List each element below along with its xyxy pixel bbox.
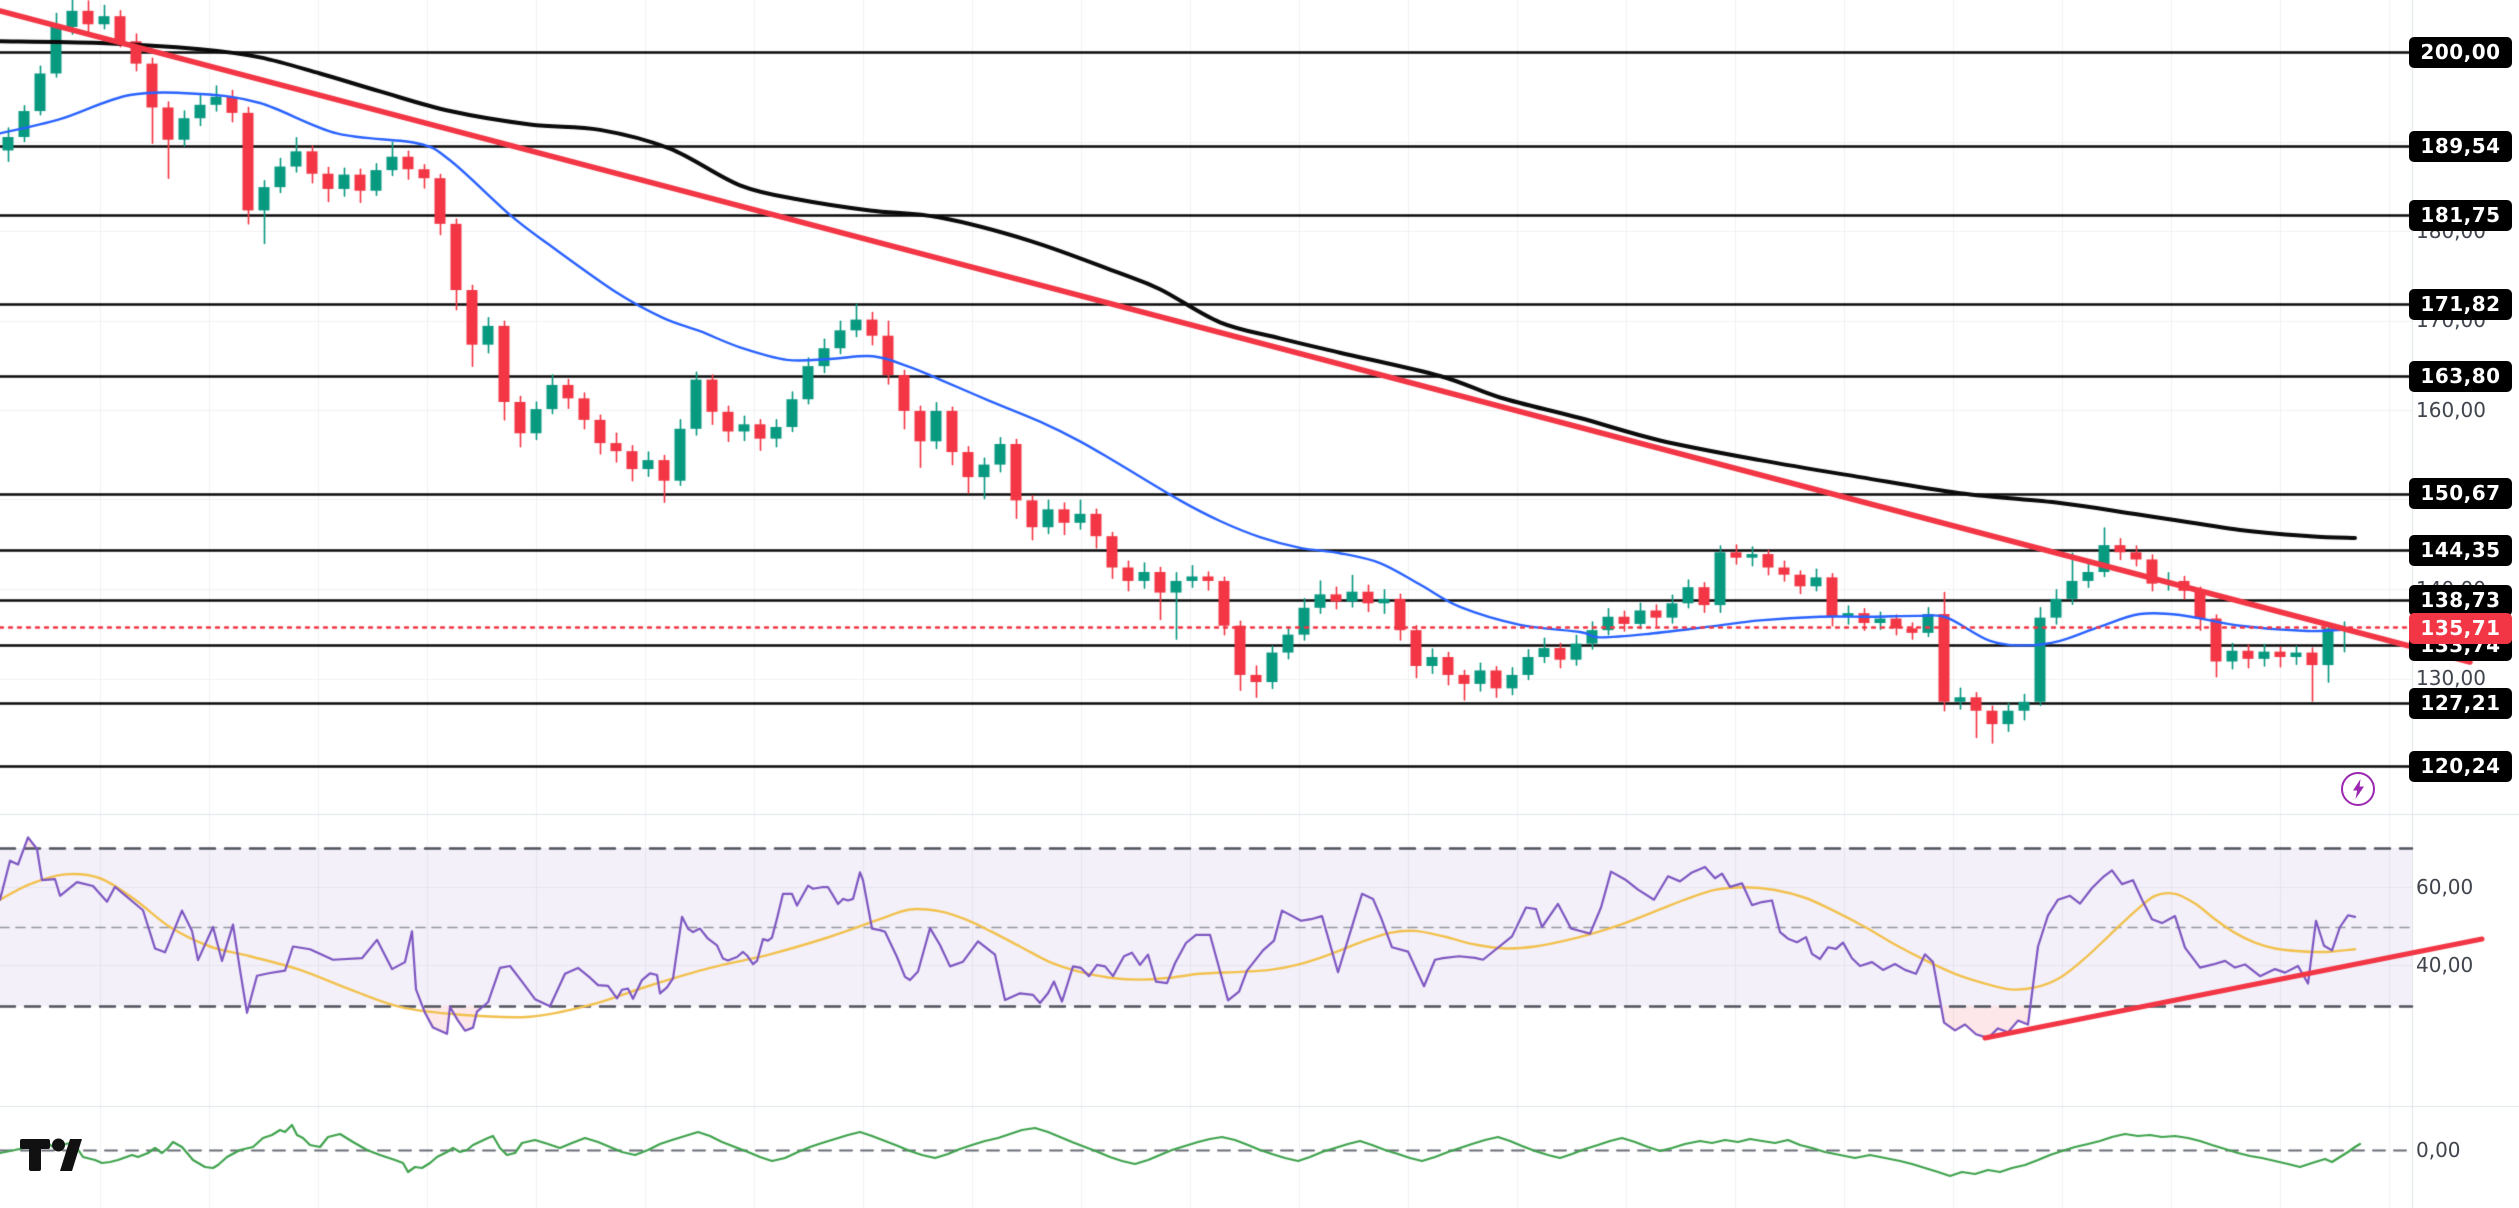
current-price-label: 135,71 [2409, 613, 2512, 644]
level-label-189-54: 189,54 [2409, 131, 2512, 162]
level-label-150-67: 150,67 [2409, 478, 2512, 509]
level-label-127-21: 127,21 [2409, 688, 2512, 719]
lightning-order-button[interactable] [2341, 772, 2375, 806]
level-label-144-35: 144,35 [2409, 535, 2512, 566]
axis-label-gray-130: 130,00 [2416, 666, 2486, 690]
rsi-label-40: 40,00 [2416, 953, 2474, 977]
level-label-181-75: 181,75 [2409, 200, 2512, 231]
rsi-label-60: 60,00 [2416, 875, 2474, 899]
level-label-163-80: 163,80 [2409, 361, 2512, 392]
level-label-200-00: 200,00 [2409, 37, 2512, 68]
level-label-138-73: 138,73 [2409, 585, 2512, 616]
osc-label-zero: 0,00 [2416, 1138, 2461, 1162]
tradingview-logo[interactable] [20, 1135, 84, 1179]
tradingview-logo-icon [20, 1138, 82, 1171]
lightning-icon [2353, 779, 2364, 799]
axis-label-gray-160: 160,00 [2416, 398, 2486, 422]
level-label-171-82: 171,82 [2409, 289, 2512, 320]
level-label-120-24: 120,24 [2409, 751, 2512, 782]
